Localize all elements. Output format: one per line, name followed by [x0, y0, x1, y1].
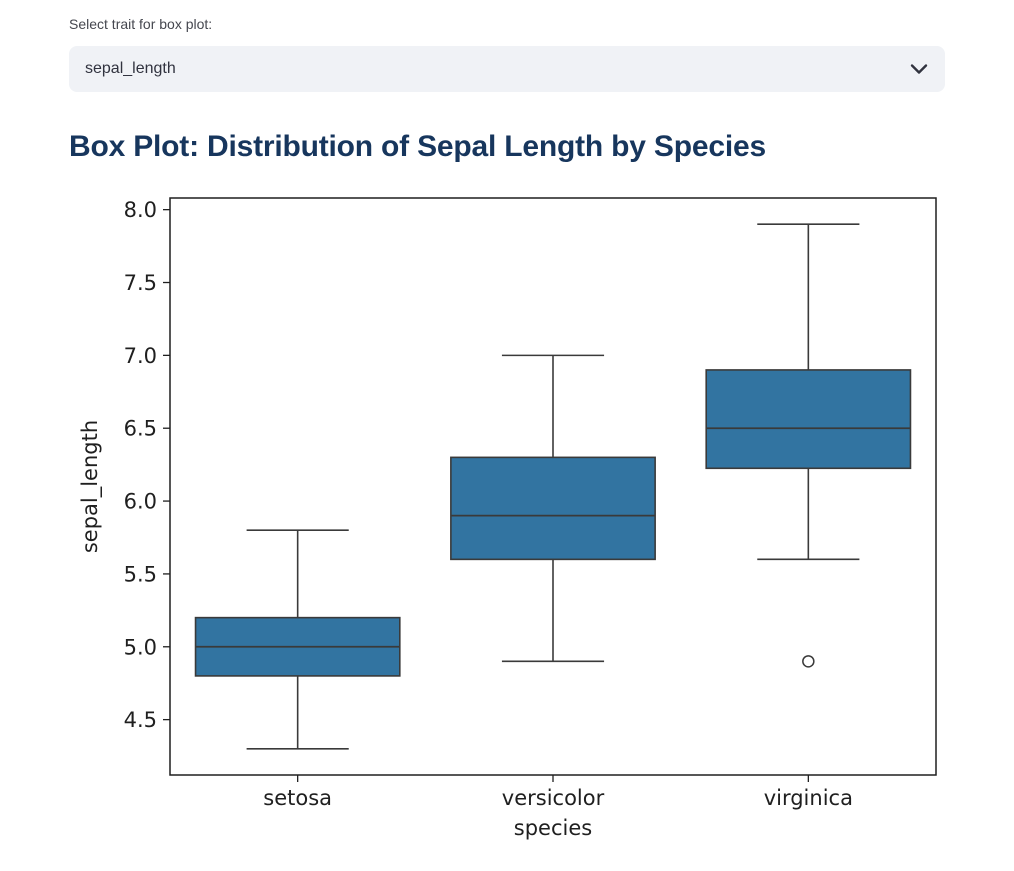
x-tick-label: virginica: [764, 786, 853, 810]
boxplot-figure: 4.5 5.0 5.5 6.0 6.5 7.0 7.5 8.0 setosa versicolor…: [0, 182, 1014, 868]
box-versicolor: [450, 456, 656, 561]
x-axis-label: species: [514, 816, 592, 840]
chart-heading: Box Plot: Distribution of Sepal Length b…: [69, 130, 766, 163]
selectbox-value: sepal_length: [85, 60, 176, 77]
y-axis-label: sepal_length: [78, 420, 103, 553]
x-tick-label: versicolor: [502, 786, 605, 810]
outlier-point: [802, 655, 815, 668]
y-tick-label: 4.5: [124, 708, 157, 732]
y-tick-label: 8.0: [124, 198, 157, 222]
y-tick-label: 5.0: [124, 635, 157, 659]
trait-selectbox[interactable]: sepal_length: [69, 46, 945, 92]
box-virginica: [705, 369, 912, 470]
selectbox-label: Select trait for box plot:: [69, 16, 213, 32]
y-tick-label: 6.5: [124, 417, 157, 441]
chevron-down-icon: [909, 63, 929, 75]
x-tick-label: setosa: [263, 786, 332, 810]
y-tick-label: 6.0: [124, 490, 157, 514]
boxplot-svg: 4.5 5.0 5.5 6.0 6.5 7.0 7.5 8.0 setosa versicolor…: [78, 197, 937, 840]
y-tick-label: 7.5: [124, 271, 157, 295]
y-tick-label: 7.0: [124, 344, 157, 368]
y-tick-label: 5.5: [124, 562, 157, 586]
widget-area: Select trait for box plot: sepal_length …: [0, 0, 1014, 166]
